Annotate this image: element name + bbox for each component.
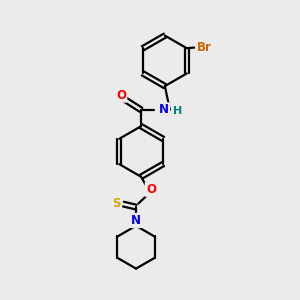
Text: N: N: [131, 214, 141, 227]
Text: Br: Br: [196, 41, 211, 54]
Text: S: S: [112, 197, 121, 210]
Text: N: N: [159, 103, 169, 116]
Text: O: O: [146, 183, 156, 196]
Text: O: O: [116, 88, 126, 101]
Text: H: H: [173, 106, 182, 116]
